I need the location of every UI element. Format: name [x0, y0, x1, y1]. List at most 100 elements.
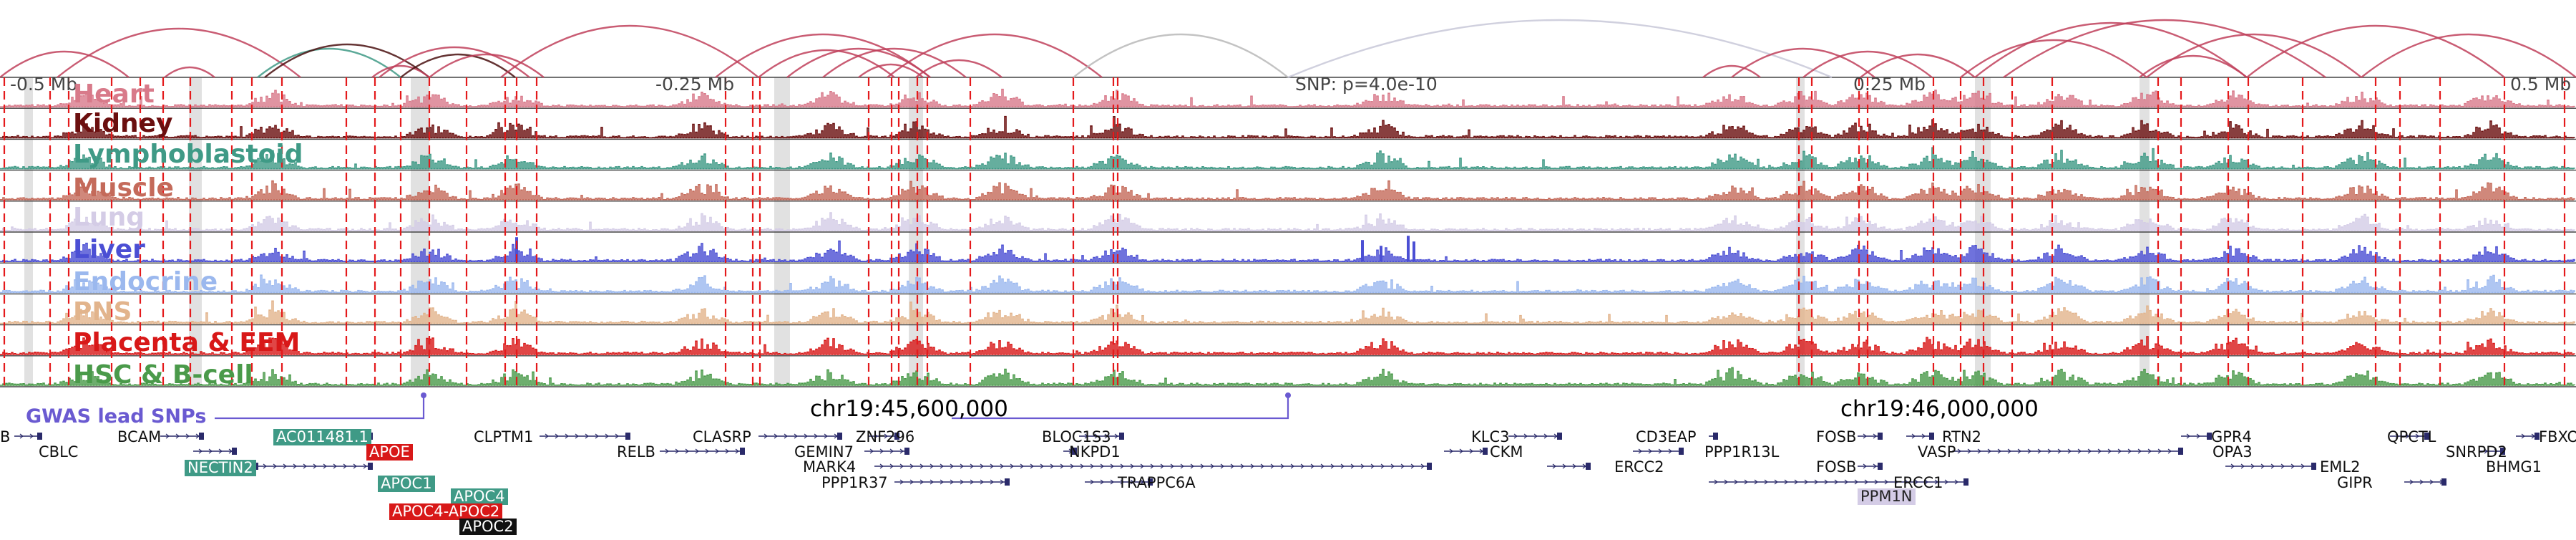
- gene-label[interactable]: VASP: [1918, 443, 1956, 461]
- gene-strand-arrow: [283, 463, 287, 469]
- gene-strand-arrow: [1070, 463, 1074, 469]
- gene-label[interactable]: OPA3: [2212, 443, 2253, 461]
- gene-strand-arrow: [1180, 463, 1184, 469]
- gene-label[interactable]: GEMIN7: [794, 443, 854, 461]
- gene-strand-arrow: [2270, 463, 2275, 469]
- gene-strand-arrow: [1921, 433, 1926, 439]
- gene-strand-arrow: [293, 463, 297, 469]
- track-label-lympho: Lymphoblastoid: [73, 140, 303, 169]
- gene-label[interactable]: ERCC1: [1893, 474, 1943, 491]
- gene-label-highlighted[interactable]: PPM1N: [1858, 488, 1916, 505]
- gene-strand-arrow: [930, 463, 934, 469]
- gene-strand-arrow: [1030, 463, 1034, 469]
- gene-strand-arrow: [313, 463, 317, 469]
- chromatin-loop-arc: [715, 33, 931, 78]
- gene-label[interactable]: SNRPD2: [2446, 443, 2507, 461]
- gene-label-highlighted[interactable]: APOE: [366, 444, 413, 461]
- gene-label-highlighted[interactable]: APOC2: [459, 519, 517, 535]
- gene-exon: [2500, 448, 2505, 455]
- gene-strand-arrow: [2280, 463, 2285, 469]
- gene-label[interactable]: KLC3: [1471, 428, 1510, 445]
- gene-strand-arrow: [1754, 479, 1758, 485]
- chromatin-loop-arc: [1702, 64, 1761, 78]
- gene-strand-arrow: [960, 479, 964, 485]
- gene-strand-arrow: [2047, 448, 2051, 454]
- gene-strand-arrow: [1094, 433, 1098, 439]
- gene-label[interactable]: ERCC2: [1614, 458, 1664, 476]
- gene-label[interactable]: FBXO: [2539, 428, 2576, 445]
- gwas-snp-marker: [421, 392, 426, 398]
- gene-strand-arrow: [1000, 463, 1004, 469]
- signal-peak: [1380, 246, 1382, 262]
- gene-strand-arrow: [1638, 448, 1642, 454]
- gene-label[interactable]: NKPD1: [1069, 443, 1121, 461]
- gene-label[interactable]: MARK4: [803, 458, 857, 476]
- gene-label[interactable]: B: [0, 428, 11, 445]
- gene-strand-arrow: [909, 479, 914, 485]
- gene-label-highlighted[interactable]: NECTIN2: [185, 460, 256, 476]
- gene-label[interactable]: CLPTM1: [474, 428, 534, 445]
- gene-strand-arrow: [1894, 479, 1898, 485]
- gene-label[interactable]: CLASRP: [693, 428, 751, 445]
- gene-label[interactable]: RELB: [617, 443, 655, 461]
- gene-label[interactable]: PPP1R37: [821, 474, 888, 491]
- signal-track-pns: [0, 300, 2575, 324]
- gene-strand-arrow: [879, 448, 884, 454]
- gene-label[interactable]: TRAPPC6A: [1118, 474, 1196, 491]
- gene-strand-arrow: [1110, 479, 1114, 485]
- gene-strand-arrow: [685, 448, 689, 454]
- gene-strand-arrow: [2494, 448, 2498, 454]
- gene-label[interactable]: CKM: [1490, 443, 1523, 461]
- gene-label[interactable]: GPR4: [2211, 428, 2252, 445]
- gene-strand-arrow: [2290, 463, 2295, 469]
- gene-strand-arrow: [940, 463, 944, 469]
- coord-label-2: chr19:46,000,000: [1840, 396, 2039, 422]
- gene-label-highlighted[interactable]: APOC4: [451, 488, 508, 505]
- gene-strand-arrow: [2017, 448, 2021, 454]
- gene-strand-arrow: [1449, 448, 1453, 454]
- gene-label[interactable]: EML2: [2320, 458, 2361, 476]
- gene-strand-arrow: [2127, 448, 2132, 454]
- chromatin-loop-arc: [1802, 50, 1933, 78]
- gene-label[interactable]: CD3EAP: [1636, 428, 1697, 445]
- gene-strand-arrow: [1200, 463, 1204, 469]
- signal-track-liver: [0, 240, 2575, 262]
- gene-strand-arrow: [1010, 463, 1014, 469]
- gene-strand-arrow: [1120, 463, 1124, 469]
- gene-strand-arrow: [2107, 448, 2112, 454]
- chromatin-loop-arc: [786, 47, 931, 78]
- gene-label[interactable]: FOSB: [1816, 458, 1857, 476]
- gene-strand-arrow: [1130, 463, 1134, 469]
- gene-exon: [1483, 448, 1488, 455]
- gene-strand-arrow: [1410, 463, 1415, 469]
- gene-label[interactable]: PPP1R13L: [1704, 443, 1780, 461]
- gene-strand-arrow: [29, 433, 34, 439]
- gene-label[interactable]: GIPR: [2337, 474, 2373, 491]
- gene-strand-arrow: [2147, 448, 2152, 454]
- gene-label[interactable]: ZNF296: [856, 428, 915, 445]
- gene-strand-arrow: [950, 479, 954, 485]
- gene-strand-arrow: [763, 433, 768, 439]
- gene-exon: [2311, 463, 2316, 470]
- gene-strand-arrow: [1572, 463, 1576, 469]
- gene-label[interactable]: BHMG1: [2486, 458, 2542, 476]
- gene-strand-arrow: [1340, 463, 1345, 469]
- signal-track-heart: [0, 88, 2575, 107]
- gene-strand-arrow: [19, 433, 24, 439]
- gene-label-highlighted[interactable]: APOC4-APOC2: [389, 503, 503, 520]
- gene-label[interactable]: CBLC: [39, 443, 79, 461]
- gene-label[interactable]: BCAM: [117, 428, 162, 445]
- gene-label[interactable]: BLOC1S3: [1042, 428, 1111, 445]
- gene-strand-arrow: [343, 463, 347, 469]
- gene-label[interactable]: FOSB: [1816, 428, 1857, 445]
- gene-label-highlighted[interactable]: AC011481.1: [273, 429, 371, 445]
- gene-label[interactable]: QPCTL: [2387, 428, 2436, 445]
- chromatin-loop-arc: [264, 43, 430, 78]
- gene-strand-arrow: [1320, 463, 1324, 469]
- gene-strand-arrow: [884, 433, 888, 439]
- gene-strand-arrow: [990, 463, 994, 469]
- gene-label[interactable]: RTN2: [1942, 428, 1981, 445]
- gene-label-highlighted[interactable]: APOC1: [378, 476, 435, 492]
- gene-strand-arrow: [2077, 448, 2082, 454]
